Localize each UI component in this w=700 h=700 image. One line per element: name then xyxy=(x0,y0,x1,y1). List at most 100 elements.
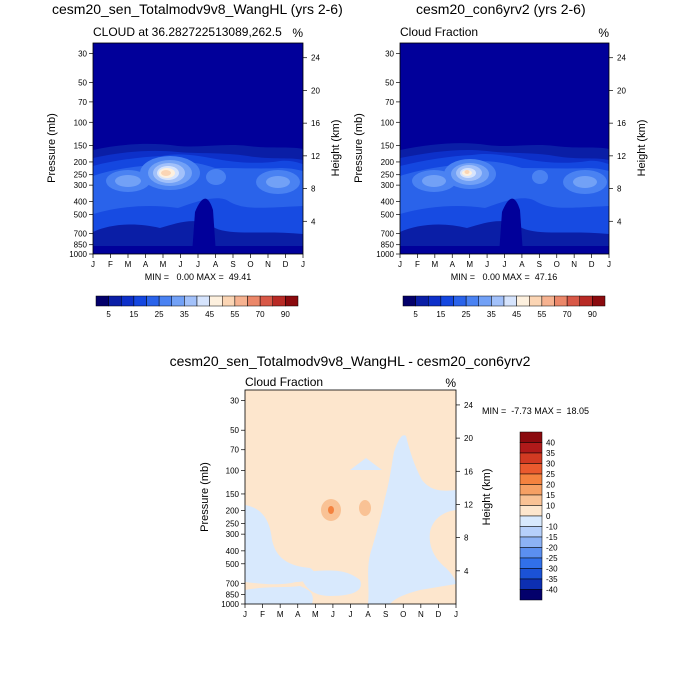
panel-1-ylabel-right: Height (km) xyxy=(330,120,342,177)
colorbar-swatch xyxy=(519,452,543,464)
colorbar-swatch xyxy=(519,473,543,485)
colorbar-label: 5 xyxy=(106,310,111,319)
x-tick-label: M xyxy=(277,610,284,619)
pressure-tick-label: 250 xyxy=(381,171,395,180)
pressure-tick-label: 70 xyxy=(385,98,394,107)
x-tick-label: D xyxy=(283,260,289,269)
pressure-tick-label: 700 xyxy=(226,579,240,588)
colorbar-label: 25 xyxy=(155,310,164,319)
x-tick-label: A xyxy=(213,260,219,269)
colorbar-swatch xyxy=(402,295,416,307)
x-tick-label: J xyxy=(398,260,402,269)
panel-2-ylabel: Pressure (mb) xyxy=(353,113,365,183)
x-tick-label: N xyxy=(418,610,424,619)
colorbar-label: 15 xyxy=(129,310,138,319)
panel-2-stats: MIN = 0.00 MAX = 47.16 xyxy=(451,272,558,282)
colorbar-swatch xyxy=(519,463,543,475)
pressure-tick-label: 250 xyxy=(74,171,88,180)
colorbar-swatch xyxy=(196,295,210,307)
height-tick-label: 16 xyxy=(617,119,626,128)
colorbar-swatch xyxy=(491,295,505,307)
height-tick-label: 12 xyxy=(464,500,473,509)
pressure-tick-label: 30 xyxy=(78,49,87,58)
colorbar-swatch xyxy=(222,295,236,307)
x-tick-label: D xyxy=(589,260,595,269)
x-tick-label: A xyxy=(450,260,456,269)
x-tick-label: J xyxy=(503,260,507,269)
height-tick-label: 20 xyxy=(617,86,626,95)
pressure-tick-label: 100 xyxy=(381,118,395,127)
colorbar-label: 20 xyxy=(546,481,555,490)
panel-2-contour-field xyxy=(400,43,609,254)
colorbar-swatch xyxy=(519,431,543,443)
pressure-tick-label: 70 xyxy=(230,446,239,455)
pressure-tick-label: 300 xyxy=(381,181,395,190)
colorbar-swatch xyxy=(579,295,593,307)
x-tick-label: O xyxy=(554,260,560,269)
x-tick-label: J xyxy=(349,610,353,619)
pressure-tick-label: 50 xyxy=(78,79,87,88)
panel-2-title: cesm20_con6yrv2 (yrs 2-6) xyxy=(416,1,586,17)
x-tick-label: M xyxy=(312,610,319,619)
pressure-tick-label: 30 xyxy=(230,397,239,406)
x-tick-label: J xyxy=(243,610,247,619)
colorbar-swatch xyxy=(285,295,299,307)
pressure-tick-label: 200 xyxy=(226,507,240,516)
colorbar-label: -40 xyxy=(546,586,558,595)
colorbar-swatch xyxy=(519,526,543,538)
pressure-tick-label: 850 xyxy=(226,591,240,600)
colorbar-swatch xyxy=(108,295,122,307)
x-tick-label: O xyxy=(247,260,253,269)
colorbar-swatch xyxy=(121,295,135,307)
colorbar-swatch xyxy=(478,295,492,307)
colorbar-panel-2: 5 15 25 35 45 55 70 90 xyxy=(402,295,606,319)
pressure-tick-label: 700 xyxy=(381,230,395,239)
colorbar-label: 25 xyxy=(462,310,471,319)
height-tick-label: 20 xyxy=(311,86,320,95)
colorbar-label: 25 xyxy=(546,470,555,479)
panel-3-stats: MIN = -7.73 MAX = 18.05 xyxy=(482,406,589,416)
height-tick-label: 24 xyxy=(311,54,320,63)
panel-1-ylabel: Pressure (mb) xyxy=(46,113,58,183)
pressure-tick-label: 150 xyxy=(226,490,240,499)
pressure-tick-label: 70 xyxy=(78,98,87,107)
colorbar-swatch xyxy=(541,295,555,307)
pressure-tick-label: 400 xyxy=(381,198,395,207)
height-tick-label: 24 xyxy=(617,54,626,63)
colorbar-swatch xyxy=(259,295,273,307)
x-tick-label: M xyxy=(125,260,132,269)
x-tick-label: J xyxy=(331,610,335,619)
panel-3-contour-field xyxy=(245,390,456,604)
pressure-tick-label: 200 xyxy=(381,158,395,167)
panel-2-units: % xyxy=(598,26,609,40)
colorbar-label: -10 xyxy=(546,523,558,532)
colorbar-label: 15 xyxy=(436,310,445,319)
x-tick-label: N xyxy=(265,260,271,269)
colorbar-label: 70 xyxy=(563,310,572,319)
pressure-tick-label: 200 xyxy=(74,158,88,167)
panel-3-ylabel-right: Height (km) xyxy=(481,469,493,526)
colorbar-swatch xyxy=(209,295,223,307)
colorbar-swatch xyxy=(146,295,160,307)
pressure-tick-label: 100 xyxy=(226,466,240,475)
x-tick-label: A xyxy=(295,610,301,619)
x-tick-label: N xyxy=(571,260,577,269)
x-tick-label: S xyxy=(230,260,235,269)
colorbar-label: 10 xyxy=(546,502,555,511)
x-tick-label: A xyxy=(365,610,371,619)
x-tick-label: F xyxy=(108,260,113,269)
colorbar-label: -20 xyxy=(546,544,558,553)
height-tick-label: 16 xyxy=(311,119,320,128)
x-tick-label: S xyxy=(537,260,542,269)
colorbar-label: 70 xyxy=(256,310,265,319)
height-tick-label: 4 xyxy=(311,217,316,226)
height-tick-label: 12 xyxy=(617,152,626,161)
colorbar-swatch xyxy=(247,295,261,307)
height-tick-label: 16 xyxy=(464,467,473,476)
panel-3-subtitle: Cloud Fraction xyxy=(245,375,323,389)
colorbar-label: 90 xyxy=(281,310,290,319)
height-tick-label: 4 xyxy=(464,567,469,576)
x-tick-label: M xyxy=(466,260,473,269)
colorbar-label: 0 xyxy=(546,512,551,521)
x-tick-label: J xyxy=(91,260,95,269)
